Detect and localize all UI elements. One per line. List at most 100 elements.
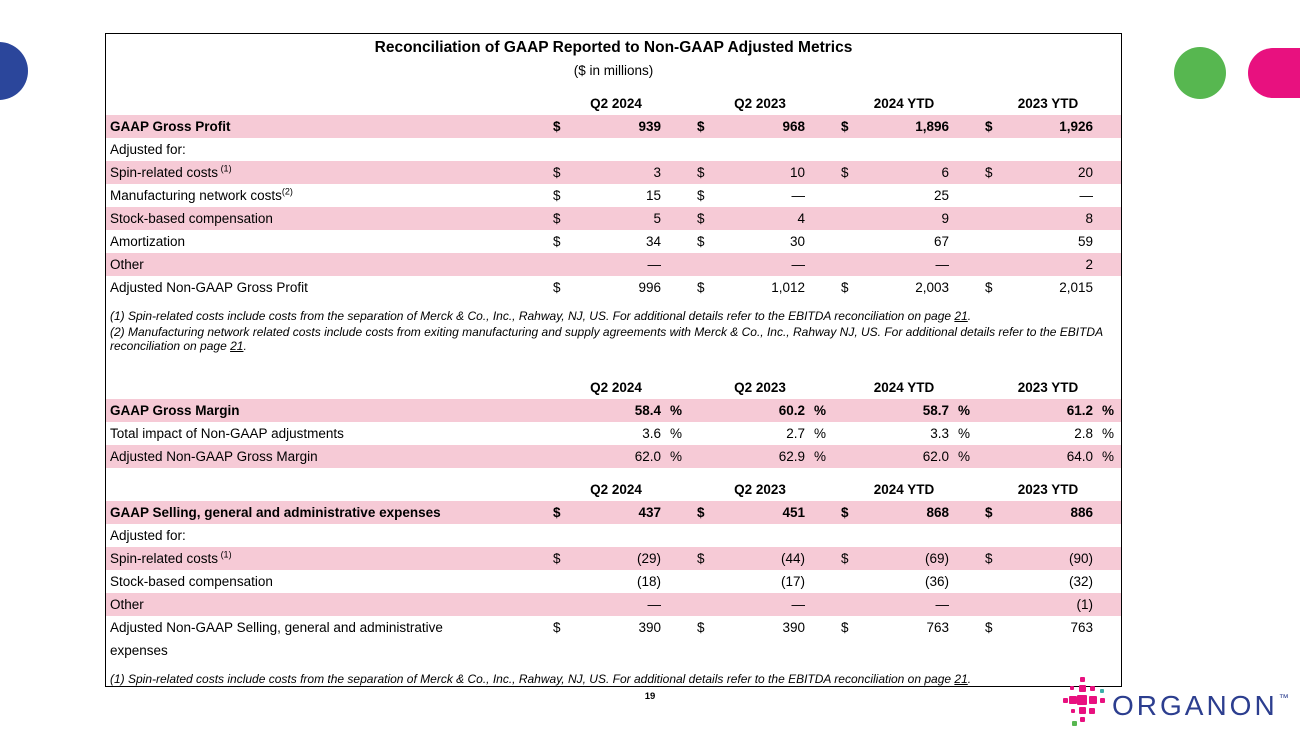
currency-symbol bbox=[832, 445, 858, 468]
currency-symbol: $ bbox=[697, 280, 705, 295]
cell-group: $1,012 bbox=[688, 276, 832, 299]
currency-symbol: $ bbox=[841, 165, 849, 180]
cell-group: $1,926 bbox=[976, 115, 1120, 138]
cell-value: 30 bbox=[789, 234, 805, 249]
currency-symbol bbox=[976, 230, 1002, 253]
percent-symbol bbox=[811, 547, 832, 570]
currency-symbol: $ bbox=[841, 504, 849, 520]
cell-group: $939 bbox=[544, 115, 688, 138]
cell-value: 58.4 bbox=[634, 402, 661, 418]
table-row: Total impact of Non-GAAP adjustments 3.6%… bbox=[106, 422, 1121, 445]
cell-value: 1,012 bbox=[771, 280, 805, 295]
page-number: 19 bbox=[644, 691, 656, 702]
footnote-text: (1) Spin-related costs include costs fro… bbox=[110, 309, 955, 323]
cell-value: 968 bbox=[782, 119, 805, 134]
page-reference-link[interactable]: 21 bbox=[954, 671, 968, 686]
currency-symbol bbox=[544, 422, 570, 445]
percent-symbol bbox=[955, 184, 976, 207]
table-row: Adjusted Non-GAAP Gross Profit $996 $1,012… bbox=[106, 276, 1121, 299]
organon-logo-mark-icon bbox=[1062, 676, 1108, 728]
currency-symbol: $ bbox=[697, 211, 705, 226]
page-reference-link[interactable]: 21 bbox=[954, 309, 968, 323]
currency-symbol: $ bbox=[985, 619, 993, 635]
table-row: GAAP Selling, general and administrative… bbox=[106, 500, 1121, 524]
row-label: Spin-related costs (1) bbox=[110, 549, 232, 566]
cell-group: 2.7% bbox=[688, 422, 832, 445]
cell-group: $763 bbox=[976, 616, 1120, 639]
column-header: Q2 2024 bbox=[590, 96, 642, 111]
section-sga-expenses: Q2 2024 Q2 2023 2024 YTD 2023 YTD GAAP Selli… bbox=[106, 478, 1121, 687]
percent-symbol bbox=[955, 547, 976, 570]
cell-group: (32) bbox=[976, 570, 1120, 593]
table-sections: Q2 2024 Q2 2023 2024 YTD 2023 YTD GAAP Gross… bbox=[106, 92, 1121, 686]
cell-value: 67 bbox=[933, 234, 949, 249]
percent-symbol bbox=[955, 230, 976, 253]
currency-symbol bbox=[976, 184, 1002, 207]
percent-symbol bbox=[667, 207, 688, 230]
cell-group: 62.0% bbox=[544, 445, 688, 468]
section-gross-profit: Q2 2024 Q2 2023 2024 YTD 2023 YTD GAAP Gross… bbox=[106, 92, 1121, 354]
row-label: Stock-based compensation bbox=[110, 211, 273, 226]
cell-value: (69) bbox=[924, 550, 949, 566]
percent-symbol bbox=[811, 115, 832, 138]
percent-symbol: % bbox=[958, 425, 971, 441]
cell-group: $ (69) bbox=[832, 547, 976, 570]
currency-symbol: $ bbox=[985, 550, 993, 566]
cell-group: 3.3% bbox=[832, 422, 976, 445]
percent-symbol bbox=[955, 593, 976, 616]
cell-group: $451 bbox=[688, 501, 832, 524]
cell-value: (1) bbox=[1076, 596, 1094, 612]
page-reference-link[interactable]: 21 bbox=[230, 339, 244, 353]
table-row: Adjusted for: bbox=[106, 138, 1121, 161]
currency-symbol bbox=[976, 422, 1002, 445]
currency-symbol bbox=[832, 570, 858, 593]
cell-group: $6 bbox=[832, 161, 976, 184]
column-header: Q2 2023 bbox=[734, 481, 786, 497]
cell-value: 1,896 bbox=[915, 119, 949, 134]
cell-group: $1,896 bbox=[832, 115, 976, 138]
table-row: Adjusted Non-GAAP Gross Margin 62.0% 62.9%… bbox=[106, 444, 1121, 468]
percent-symbol: % bbox=[1102, 425, 1115, 441]
percent-symbol: % bbox=[958, 448, 971, 464]
percent-symbol bbox=[955, 253, 976, 276]
cell-group: 58.4% bbox=[544, 399, 688, 422]
percent-symbol: % bbox=[1102, 448, 1115, 464]
footnotes-block: (1) Spin-related costs include costs fro… bbox=[106, 672, 1121, 687]
cell-value: 886 bbox=[1070, 504, 1093, 520]
percent-symbol bbox=[1099, 570, 1120, 593]
currency-symbol bbox=[544, 593, 570, 616]
percent-symbol bbox=[811, 570, 832, 593]
percent-symbol: % bbox=[814, 448, 827, 464]
cell-group: $886 bbox=[976, 501, 1120, 524]
cell-group: $ — bbox=[688, 184, 832, 207]
cell-group: $390 bbox=[688, 616, 832, 639]
percent-symbol bbox=[1099, 230, 1120, 253]
cell-group: $763 bbox=[832, 616, 976, 639]
currency-symbol: $ bbox=[553, 504, 561, 520]
table-row: Other — — — 2 bbox=[106, 253, 1121, 276]
cell-value: 4 bbox=[797, 211, 805, 226]
cell-value: 3.6 bbox=[642, 425, 661, 441]
row-label: Manufacturing network costs(2) bbox=[110, 186, 293, 203]
currency-symbol: $ bbox=[553, 280, 561, 295]
brand-name: ORGANON bbox=[1112, 689, 1278, 721]
currency-symbol bbox=[544, 399, 570, 422]
cell-group: — bbox=[832, 253, 976, 276]
cell-value: 2 bbox=[1085, 257, 1093, 272]
cell-group: 59 bbox=[976, 230, 1120, 253]
cell-group: $ (29) bbox=[544, 547, 688, 570]
percent-symbol bbox=[955, 570, 976, 593]
cell-value: (17) bbox=[780, 573, 805, 589]
percent-symbol: % bbox=[814, 402, 827, 418]
cell-group: $34 bbox=[544, 230, 688, 253]
currency-symbol: $ bbox=[985, 119, 993, 134]
percent-symbol bbox=[955, 207, 976, 230]
cell-group: (1) bbox=[976, 593, 1120, 616]
cell-value: — bbox=[647, 596, 662, 612]
row-label: Adjusted Non-GAAP Gross Profit bbox=[110, 280, 308, 295]
row-label: Adjusted Non-GAAP Gross Margin bbox=[110, 448, 318, 464]
row-label: Total impact of Non-GAAP adjustments bbox=[110, 425, 344, 441]
currency-symbol: $ bbox=[985, 165, 993, 180]
cell-value: 62.9 bbox=[778, 448, 805, 464]
cell-value: 62.0 bbox=[922, 448, 949, 464]
